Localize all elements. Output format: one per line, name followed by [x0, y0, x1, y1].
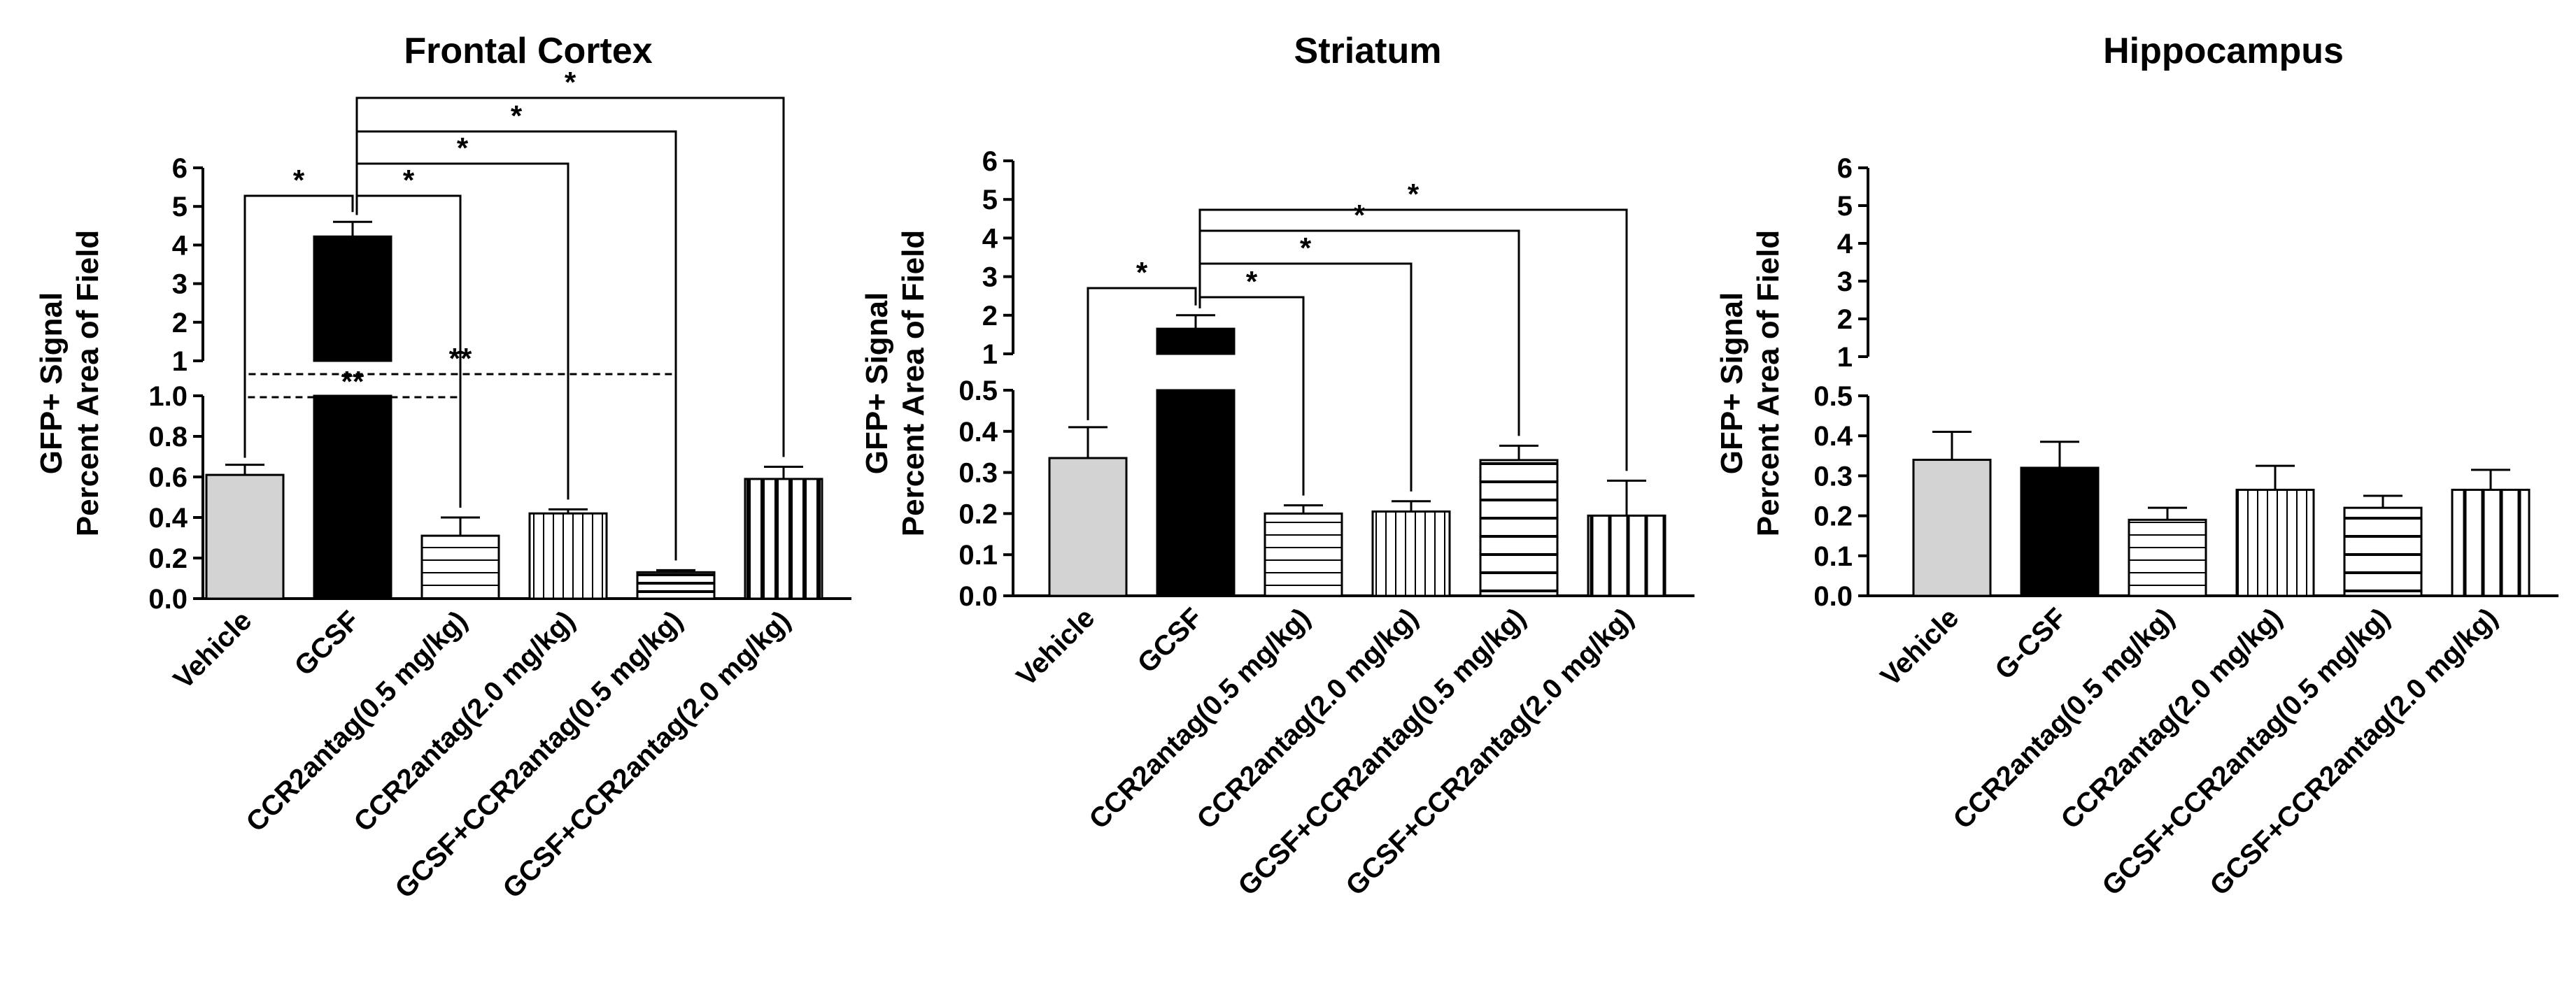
category-label: CCR2antag(2.0 mg/kg)	[348, 605, 581, 838]
category-label: Vehicle	[1875, 602, 1965, 692]
bar	[1048, 457, 1128, 597]
bar	[2235, 488, 2315, 597]
y-tick-label: 0.2	[958, 499, 998, 529]
y-tick-label: 0.0	[1813, 581, 1853, 612]
y-tick-label: 0.4	[1813, 421, 1853, 452]
panel-frontal-cortex: Frontal Cortex GFP+ Signal Percent Area …	[34, 31, 851, 904]
category-label: CCR2antag(2.0 mg/kg)	[2055, 602, 2288, 835]
bar	[744, 478, 823, 600]
category-label: CCR2antag(0.5 mg/kg)	[1947, 602, 2180, 835]
category-label: Vehicle	[168, 605, 258, 695]
y-tick-label: 4	[1837, 229, 1853, 259]
y-tick-label: 0.2	[1813, 501, 1853, 532]
significance-bracket	[243, 194, 354, 458]
y-tick-label: 0.1	[958, 540, 998, 571]
bar	[2343, 506, 2423, 597]
y-axis-label-line1: GFP+ Signal	[860, 292, 894, 474]
category-label: GCSF	[289, 605, 366, 682]
y-tick-label: 1	[1837, 342, 1853, 373]
y-tick-label: 0.4	[958, 417, 998, 448]
y-tick-label: 5	[982, 185, 998, 215]
y-tick-label: 0.3	[958, 458, 998, 489]
significance-label: **	[449, 342, 472, 375]
category-label: CCR2antag(0.5 mg/kg)	[1083, 602, 1316, 835]
significance-label: *	[565, 66, 576, 99]
y-tick-label: 6	[982, 146, 998, 177]
y-tick-label: 0.6	[148, 462, 187, 493]
y-tick-label: 3	[982, 262, 998, 293]
significance-label: *	[1300, 231, 1312, 264]
significance-bracket	[1087, 287, 1197, 420]
y-axis-label-line1: GFP+ Signal	[34, 292, 69, 474]
bar	[1587, 514, 1666, 597]
y-tick-label: 4	[982, 223, 998, 254]
bar	[2451, 488, 2531, 597]
y-axis-label-line2: Percent Area of Field	[71, 230, 105, 537]
bar	[2020, 466, 2100, 597]
bar	[1156, 389, 1236, 597]
y-axis-label-line2: Percent Area of Field	[896, 230, 930, 537]
y-tick-label: 4	[172, 230, 188, 261]
bar	[1264, 512, 1343, 597]
y-tick-label: 6	[1837, 153, 1853, 184]
bar	[528, 512, 608, 600]
y-tick-label: 2	[982, 301, 998, 331]
y-tick-label: 0.8	[148, 422, 187, 452]
bar	[1371, 510, 1451, 597]
y-tick-label: 5	[172, 192, 187, 222]
bar	[420, 534, 500, 600]
panel-hippocampus: Hippocampus GFP+ Signal Percent Area of …	[1715, 31, 2559, 901]
bar	[313, 235, 392, 362]
y-axis-label-line1: GFP+ Signal	[1715, 292, 1749, 474]
bar	[2128, 518, 2207, 597]
y-tick-label: 3	[172, 269, 187, 300]
y-tick-label: 3	[1837, 266, 1853, 297]
significance-bracket	[1198, 229, 1520, 436]
significance-label: *	[1246, 265, 1258, 298]
category-label: CCR2antag(2.0 mg/kg)	[1191, 602, 1424, 835]
significance-label: *	[1408, 178, 1420, 210]
significance-label: **	[341, 365, 365, 398]
y-axis-label-line2: Percent Area of Field	[1751, 230, 1785, 537]
y-tick-label: 2	[1837, 304, 1853, 335]
bar	[1912, 459, 1992, 597]
y-tick-label: 5	[1837, 191, 1853, 222]
chart-title: Frontal Cortex	[404, 31, 652, 71]
y-tick-label: 0.0	[148, 584, 187, 615]
significance-bracket	[243, 373, 677, 561]
y-tick-label: 1	[172, 346, 187, 377]
y-tick-label: 0.4	[148, 503, 187, 534]
category-label: GCSF	[1132, 602, 1209, 679]
y-tick-label: 0.5	[1813, 381, 1853, 412]
significance-label: *	[1354, 199, 1366, 231]
significance-label: *	[403, 164, 415, 197]
y-tick-label: 2	[172, 308, 187, 338]
panel-striatum: Striatum GFP+ Signal Percent Area of Fie…	[860, 31, 1694, 901]
y-tick-label: 0.3	[1813, 461, 1853, 492]
bar	[313, 394, 392, 600]
y-tick-label: 0.1	[1813, 541, 1853, 572]
bar	[1479, 459, 1559, 597]
significance-bracket	[1198, 208, 1628, 471]
bar	[205, 473, 285, 600]
y-tick-label: 0.2	[148, 543, 187, 574]
category-label: CCR2antag(0.5 mg/kg)	[240, 605, 473, 838]
significance-label: *	[1136, 256, 1148, 289]
chart-title: Hippocampus	[2103, 31, 2344, 71]
bar	[1156, 327, 1236, 355]
bar	[636, 571, 716, 600]
category-label: Vehicle	[1011, 602, 1101, 692]
significance-label: *	[457, 131, 469, 164]
y-tick-label: 1.0	[148, 381, 187, 412]
significance-bracket	[355, 97, 785, 457]
y-tick-label: 6	[172, 153, 187, 184]
y-tick-label: 0.5	[958, 376, 998, 406]
significance-label: *	[293, 164, 305, 197]
category-label: G-CSF	[1989, 602, 2072, 685]
chart-title: Striatum	[1294, 31, 1442, 71]
y-tick-label: 0.0	[958, 581, 998, 612]
y-tick-label: 1	[982, 339, 998, 370]
significance-label: *	[511, 99, 523, 132]
